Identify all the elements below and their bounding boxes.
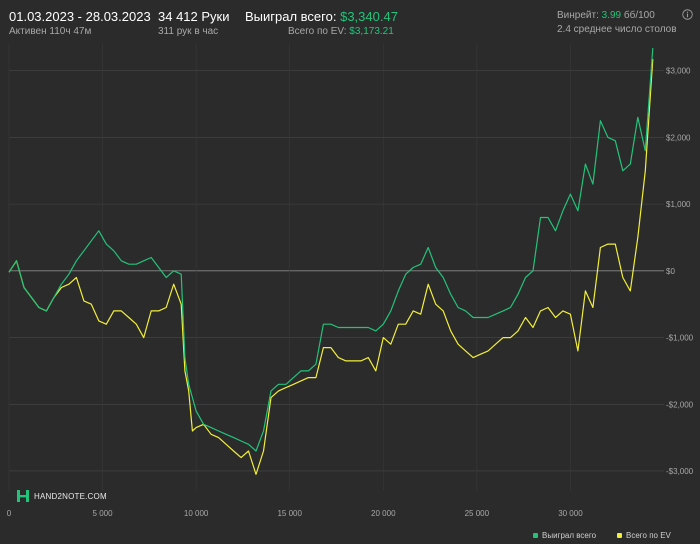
brand-text: HAND2NOTE.COM bbox=[34, 491, 107, 501]
x-tick-label: 15 000 bbox=[277, 509, 302, 518]
series bbox=[8, 47, 654, 475]
y-tick-label: -$2,000 bbox=[666, 400, 694, 409]
winrate-unit: бб/100 bbox=[623, 10, 655, 21]
won-total-label: Выиграл всего: bbox=[245, 9, 337, 24]
axes: $3,000 $2,000 $1,000 $0 -$1,000 -$2,000 -$3,00… bbox=[7, 67, 694, 518]
legend-label-ev: Всего по EV bbox=[626, 531, 671, 540]
ev-total-label: Всего по EV: bbox=[288, 26, 347, 37]
winrate-label: Винрейт: bbox=[557, 10, 599, 21]
y-tick-label: $2,000 bbox=[666, 133, 691, 142]
grid bbox=[8, 44, 664, 491]
x-tick-label: 20 000 bbox=[371, 509, 396, 518]
active-time: Активен 110ч 47м bbox=[9, 26, 92, 37]
winrate-value: 3.99 bbox=[601, 10, 622, 21]
won-line bbox=[8, 47, 654, 452]
y-tick-label: $0 bbox=[666, 267, 675, 276]
legend-item-won[interactable]: Выиграл всего bbox=[533, 531, 596, 540]
legend-swatch-ev bbox=[617, 533, 622, 538]
legend-item-ev[interactable]: Всего по EV bbox=[617, 531, 671, 540]
hands-per-hour: 311 рук в час bbox=[158, 26, 219, 37]
winrate: Винрейт: 3.99 бб/100 bbox=[557, 10, 655, 21]
avg-tables: 2.4 среднее число столов bbox=[557, 24, 677, 35]
won-total-value: $3,340.47 bbox=[340, 9, 398, 24]
x-tick-label: 0 bbox=[7, 509, 12, 518]
x-tick-label: 5 000 bbox=[93, 509, 114, 518]
ev-line bbox=[8, 59, 654, 475]
info-icon[interactable] bbox=[682, 9, 693, 20]
ev-total-value: $3,173.21 bbox=[349, 26, 394, 37]
hands-count: 34 412 Руки bbox=[158, 9, 230, 24]
won-total: Выиграл всего: $3,340.47 bbox=[245, 9, 398, 24]
profit-graph[interactable]: $3,000 $2,000 $1,000 $0 -$1,000 -$2,000 -$3,00… bbox=[0, 44, 700, 531]
x-tick-label: 30 000 bbox=[558, 509, 583, 518]
y-tick-label: $1,000 bbox=[666, 200, 691, 209]
hand2note-logo-icon bbox=[17, 490, 29, 502]
legend-label-won: Выиграл всего bbox=[542, 531, 597, 540]
y-tick-label: -$3,000 bbox=[666, 467, 694, 476]
legend-swatch-won bbox=[533, 533, 538, 538]
y-tick-label: $3,000 bbox=[666, 67, 691, 76]
date-range: 01.03.2023 - 28.03.2023 bbox=[9, 9, 151, 24]
brand-watermark: HAND2NOTE.COM bbox=[16, 489, 107, 503]
y-tick-label: -$1,000 bbox=[666, 334, 694, 343]
x-tick-label: 25 000 bbox=[465, 509, 490, 518]
x-tick-label: 10 000 bbox=[184, 509, 209, 518]
ev-total: Всего по EV: $3,173.21 bbox=[288, 26, 394, 37]
summary-header: 01.03.2023 - 28.03.2023 Активен 110ч 47м… bbox=[0, 0, 700, 44]
